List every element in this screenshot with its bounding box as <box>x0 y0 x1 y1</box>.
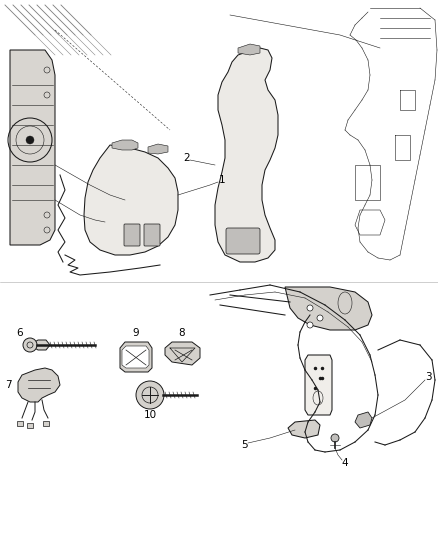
Text: 7: 7 <box>5 380 11 390</box>
Polygon shape <box>215 48 278 262</box>
Polygon shape <box>122 346 149 368</box>
Polygon shape <box>305 355 332 415</box>
Circle shape <box>317 315 323 321</box>
FancyBboxPatch shape <box>27 423 33 428</box>
Circle shape <box>23 338 37 352</box>
Text: 10: 10 <box>143 410 156 420</box>
FancyBboxPatch shape <box>226 228 260 254</box>
Circle shape <box>331 434 339 442</box>
Text: 9: 9 <box>133 328 139 338</box>
Polygon shape <box>288 420 320 438</box>
FancyBboxPatch shape <box>144 224 160 246</box>
Polygon shape <box>355 412 372 428</box>
FancyBboxPatch shape <box>17 421 23 426</box>
Polygon shape <box>285 287 372 330</box>
Polygon shape <box>238 44 260 55</box>
Text: 6: 6 <box>17 328 23 338</box>
Circle shape <box>26 136 34 144</box>
Text: 4: 4 <box>342 458 348 468</box>
Polygon shape <box>10 50 55 245</box>
Polygon shape <box>148 144 168 154</box>
Polygon shape <box>165 342 200 365</box>
Circle shape <box>307 322 313 328</box>
FancyBboxPatch shape <box>43 421 49 426</box>
Polygon shape <box>30 340 50 350</box>
Text: 1: 1 <box>219 175 225 185</box>
Polygon shape <box>112 140 138 150</box>
Circle shape <box>136 381 164 409</box>
Polygon shape <box>18 368 60 402</box>
Text: 3: 3 <box>425 372 431 382</box>
Circle shape <box>307 305 313 311</box>
Text: 5: 5 <box>241 440 247 450</box>
Polygon shape <box>84 145 178 255</box>
Polygon shape <box>120 342 152 372</box>
Text: 2: 2 <box>184 153 191 163</box>
FancyBboxPatch shape <box>124 224 140 246</box>
Text: 8: 8 <box>179 328 185 338</box>
